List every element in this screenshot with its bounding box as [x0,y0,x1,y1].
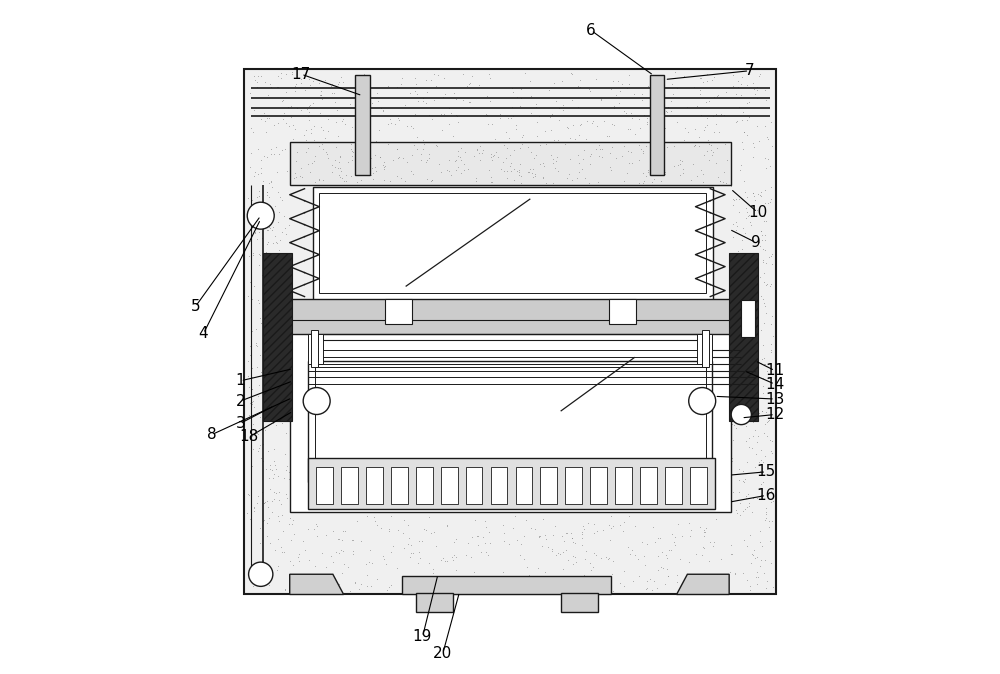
Bar [441,467,458,504]
Bar [615,467,632,504]
Bar [590,467,607,504]
Bar [516,467,532,504]
Text: 19: 19 [413,630,432,644]
Bar [355,75,370,175]
Text: 1: 1 [236,373,245,388]
Text: 10: 10 [748,205,767,220]
Bar [313,187,713,300]
Bar [308,458,715,509]
Circle shape [247,202,274,229]
Bar [290,332,731,512]
Text: 6: 6 [586,23,596,38]
Text: 2: 2 [236,394,245,408]
Bar [540,467,557,504]
Bar [729,253,758,421]
Bar [308,334,323,364]
Bar [702,330,709,367]
Bar [244,69,776,594]
Bar [402,576,611,594]
Bar [290,299,731,334]
Text: 17: 17 [292,67,311,82]
Text: 5: 5 [191,299,200,314]
Circle shape [689,388,716,415]
Bar [316,467,333,504]
Bar [650,75,664,175]
Bar [263,253,292,421]
Text: 18: 18 [240,429,259,444]
Circle shape [303,388,330,415]
Bar [341,467,358,504]
Bar [690,467,707,504]
Bar [290,142,731,185]
Text: 15: 15 [757,464,776,479]
Bar [697,334,712,364]
Text: 4: 4 [199,326,208,341]
Text: 14: 14 [765,377,785,392]
Bar [385,299,412,324]
Text: 11: 11 [765,363,785,378]
Bar [391,467,408,504]
Bar [665,467,682,504]
Text: 16: 16 [757,488,776,503]
Circle shape [249,562,273,586]
Bar [416,467,433,504]
Bar [565,467,582,504]
Text: 12: 12 [765,407,785,422]
Circle shape [731,404,751,425]
Bar [319,193,706,293]
Bar [640,467,657,504]
Text: 9: 9 [751,235,761,250]
Bar [741,300,755,337]
Text: 7: 7 [745,63,754,78]
Bar [491,467,507,504]
Polygon shape [677,574,729,594]
Bar [609,299,636,324]
Bar [561,593,598,612]
Text: 20: 20 [433,646,452,661]
Text: 8: 8 [207,427,216,442]
Bar [366,467,383,504]
Bar [466,467,482,504]
Bar [311,330,318,367]
Text: 13: 13 [765,392,785,406]
Bar [416,593,453,612]
Text: 3: 3 [236,416,245,431]
Bar [308,361,712,482]
Bar [315,367,706,475]
Polygon shape [290,574,344,594]
